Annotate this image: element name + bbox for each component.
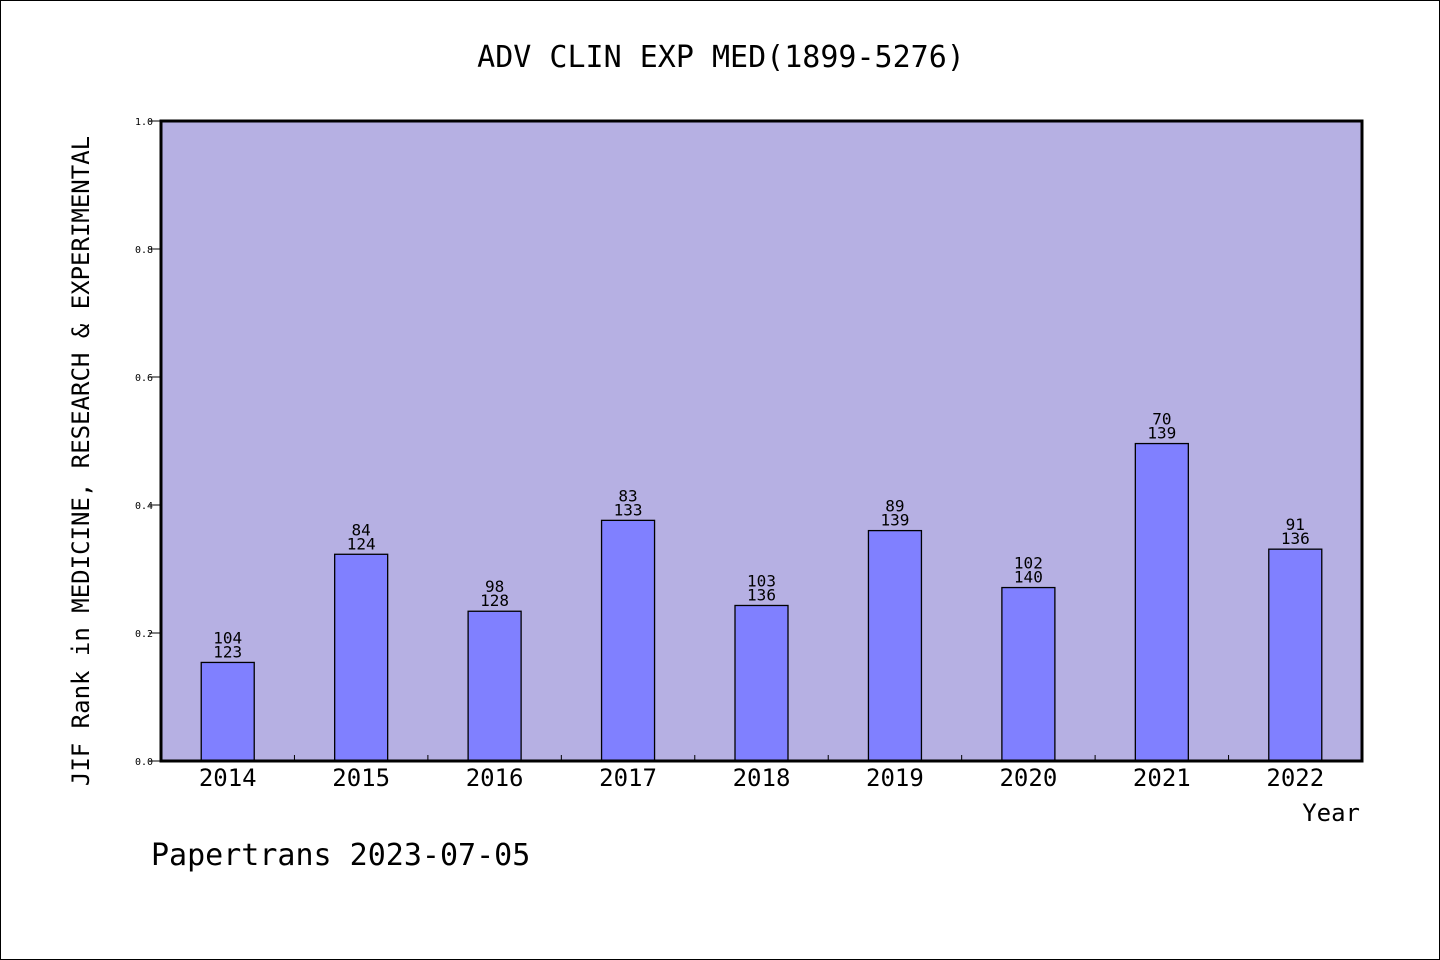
data-label-total: 133 (614, 500, 643, 519)
x-tick-label: 2020 (999, 764, 1057, 792)
y-tick-label: 0.2 (135, 629, 153, 640)
data-label-rank: 102 (1014, 554, 1043, 573)
data-label-rank: 104 (213, 628, 242, 647)
data-label-total: 128 (480, 591, 509, 610)
data-label-rank: 103 (747, 571, 776, 590)
data-label-rank: 84 (352, 520, 371, 539)
y-tick-label: 1.0 (135, 117, 153, 128)
bar-2018 (734, 604, 789, 762)
data-label-total: 139 (880, 511, 909, 530)
bar-2022 (1268, 548, 1323, 762)
bar-2015 (334, 553, 389, 762)
bar-2019 (867, 529, 923, 762)
data-label-rank: 89 (885, 497, 904, 516)
x-tick-label: 2021 (1133, 764, 1191, 792)
y-tick-label: 0.4 (135, 501, 153, 512)
x-tick-label: 2015 (332, 764, 390, 792)
y-tick-label: 0.6 (135, 373, 153, 384)
chart-title: ADV CLIN EXP MED(1899-5276) (477, 40, 965, 75)
plot-border (159, 119, 1364, 763)
data-label-total: 136 (1281, 529, 1310, 548)
y-tick-label: 0.0 (135, 757, 153, 768)
x-tick-label: 2016 (466, 764, 524, 792)
data-label-rank: 91 (1286, 515, 1305, 534)
y-tick-label: 0.8 (135, 245, 153, 256)
x-axis-label: Year (1302, 799, 1360, 827)
y-axis-label: JIF Rank in MEDICINE, RESEARCH & EXPERIM… (67, 136, 95, 786)
footer-credit: Papertrans 2023-07-05 (151, 838, 530, 873)
data-label-total: 136 (747, 585, 776, 604)
bar-2021 (1134, 442, 1189, 762)
bar-2014 (200, 661, 255, 762)
x-tick-label: 2014 (199, 764, 257, 792)
x-tick-label: 2022 (1266, 764, 1324, 792)
data-label-rank: 70 (1152, 410, 1171, 429)
x-tick-label: 2018 (733, 764, 791, 792)
x-tick-label: 2017 (599, 764, 657, 792)
data-label-total: 123 (213, 642, 242, 661)
x-tick-label: 2019 (866, 764, 924, 792)
bar-2020 (1001, 586, 1056, 762)
data-label-total: 139 (1147, 424, 1176, 443)
bar-2016 (467, 610, 522, 762)
bar-2017 (600, 519, 656, 762)
data-label-rank: 98 (485, 577, 504, 596)
data-label-total: 124 (347, 534, 376, 553)
data-label-rank: 83 (618, 486, 637, 505)
data-label-total: 140 (1014, 568, 1043, 587)
